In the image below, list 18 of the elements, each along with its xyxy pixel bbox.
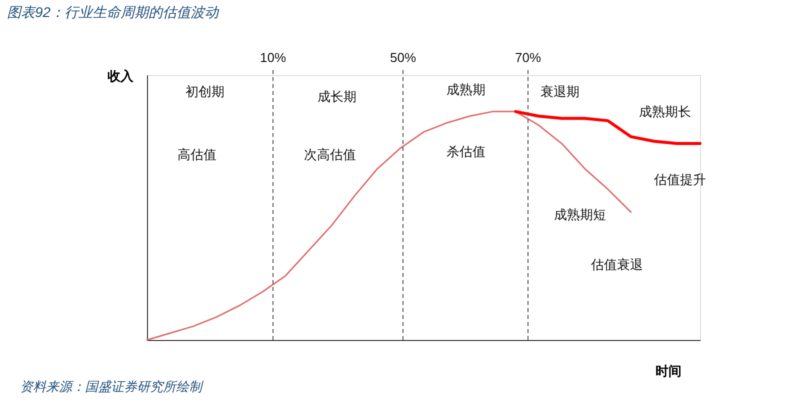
text: 衰退期: [540, 84, 580, 99]
text: 50%: [390, 50, 416, 65]
x-axis-title: 时间: [656, 364, 682, 378]
y-axis-title: 收入: [108, 68, 134, 84]
annotation: 次高估值: [304, 147, 356, 162]
annotation: 成熟期长: [639, 104, 691, 119]
annotation: 估值衰退: [590, 257, 643, 272]
annotation: 高估值: [178, 147, 216, 162]
annotation: 估值提升: [653, 172, 706, 187]
chart-title: 图表92：行业生命周期的估值波动: [7, 4, 220, 20]
text: 70%: [514, 50, 542, 65]
text: 资料来源：国盛证券研究所绘制: [20, 379, 204, 394]
text: 初创期: [186, 84, 224, 99]
annotation: 杀估值: [446, 144, 486, 159]
text: 10%: [260, 50, 286, 65]
text: 成熟期: [446, 82, 486, 97]
annotation: 成熟期短: [554, 207, 606, 222]
text: 成长期: [318, 89, 356, 104]
